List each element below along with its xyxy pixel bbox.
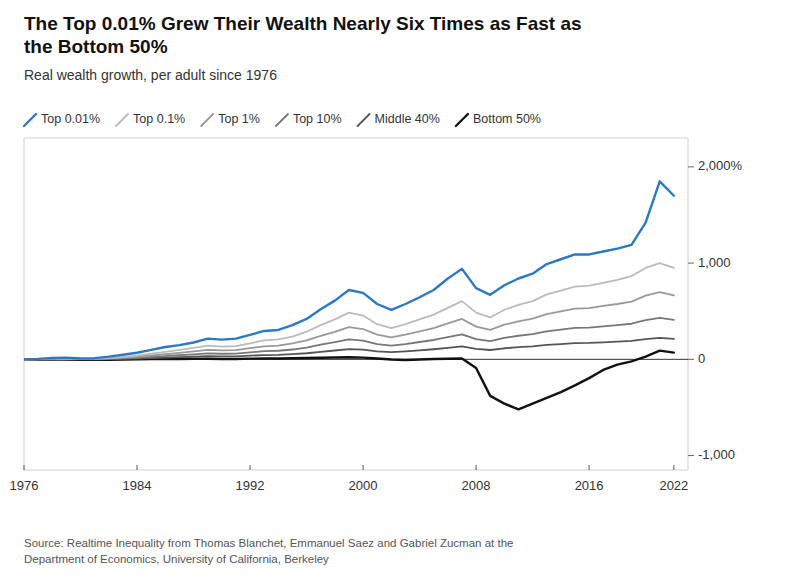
y-tick-label: 0 [698,351,705,366]
legend-swatch [358,114,370,126]
x-tick [250,465,251,470]
x-tick [673,465,674,470]
legend-item: Top 0.1% [116,112,185,126]
x-tick [476,465,477,470]
title: The Top 0.01% Grew Their Wealth Nearly S… [24,13,582,57]
y-tick-label: 1,000 [698,255,731,270]
legend-label: Top 0.01% [41,112,100,126]
legend-swatch [456,114,468,126]
y-tick [688,263,694,264]
legend-item: Top 10% [276,112,342,126]
chart: The Top 0.01% Grew Their Wealth Nearly S… [0,0,800,577]
plot-frame [24,138,688,470]
series-line [24,263,674,359]
x-tick-label: 2008 [462,478,491,493]
x-tick [24,465,25,470]
x-tick-label: 2016 [575,478,604,493]
y-tick [688,359,694,360]
x-tick-label: 1984 [123,478,152,493]
x-tick [363,465,364,470]
x-tick [137,465,138,470]
y-tick-label: -1,000 [698,447,735,462]
series-line [24,181,674,359]
legend-item: Top 1% [201,112,260,126]
y-tick-label: 2,000% [698,158,743,173]
series-line [24,338,674,359]
legend-swatch [276,114,288,126]
plot-area [24,181,674,409]
legend-label: Top 0.1% [133,112,185,126]
series-line [24,292,674,359]
subtitle: Real wealth growth, per adult since 1976 [24,67,277,83]
x-tick-label: 1992 [236,478,265,493]
y-tick [688,166,694,167]
source-note: Source: Realtime Inequality from Thomas … [24,537,513,565]
x-tick-label: 2000 [349,478,378,493]
legend-swatch [116,114,128,126]
legend-label: Top 10% [293,112,342,126]
legend-label: Middle 40% [375,112,440,126]
legend-item: Bottom 50% [456,112,541,126]
x-tick-label: 1976 [10,478,39,493]
legend: Top 0.01% Top 0.1% Top 1% Top 10% Middle 40%… [24,112,541,126]
x-tick [589,465,590,470]
legend-item: Top 0.01% [24,112,100,126]
x-tick-label: 2022 [659,478,688,493]
legend-label: Bottom 50% [473,112,541,126]
series-line [24,318,674,359]
legend-swatch [201,114,213,126]
background [0,0,800,577]
legend-label: Top 1% [218,112,260,126]
y-tick [688,455,694,456]
legend-item: Middle 40% [358,112,440,126]
legend-swatch [24,114,36,126]
